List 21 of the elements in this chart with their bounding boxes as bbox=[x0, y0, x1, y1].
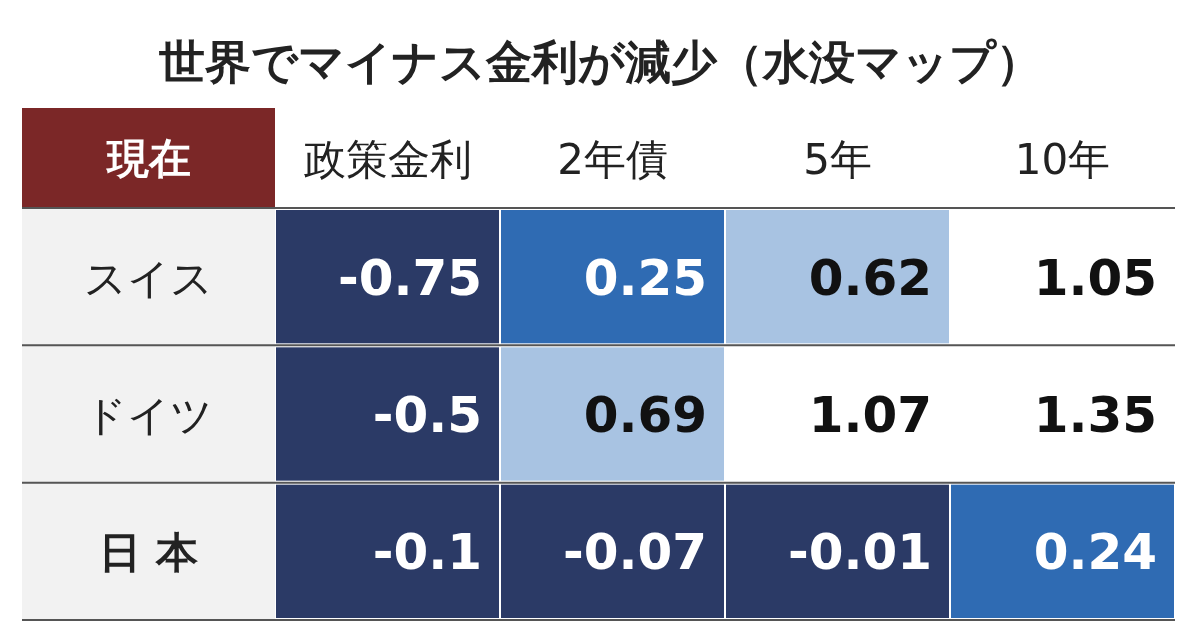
data-label: 1.05 bbox=[1033, 248, 1157, 307]
data-label: 1.07 bbox=[808, 386, 932, 444]
data-label: 0.62 bbox=[808, 248, 932, 307]
y-axis-title: 現在 bbox=[104, 134, 191, 183]
y-tick-label: 日 本 bbox=[99, 528, 198, 578]
y-tick-label: ドイツ bbox=[84, 391, 213, 440]
data-label: 0.25 bbox=[583, 248, 707, 307]
data-label: 0.69 bbox=[583, 386, 707, 444]
x-tick-label: 5年 bbox=[803, 135, 872, 184]
chart-title: 世界でマイナス金利が減少（水没マップ） bbox=[158, 35, 1042, 89]
x-tick-label: 政策金利 bbox=[303, 135, 472, 184]
data-label: -0.07 bbox=[562, 523, 707, 582]
data-label: -0.1 bbox=[372, 523, 482, 582]
data-label: -0.75 bbox=[337, 248, 482, 307]
data-label: 1.35 bbox=[1033, 386, 1157, 444]
x-tick-label: 2年債 bbox=[557, 135, 668, 184]
data-label: 0.24 bbox=[1033, 523, 1157, 582]
data-label: -0.5 bbox=[372, 386, 482, 444]
data-label: -0.01 bbox=[787, 523, 932, 582]
y-tick-label: スイス bbox=[84, 253, 213, 303]
x-tick-label: 10年 bbox=[1014, 135, 1111, 184]
